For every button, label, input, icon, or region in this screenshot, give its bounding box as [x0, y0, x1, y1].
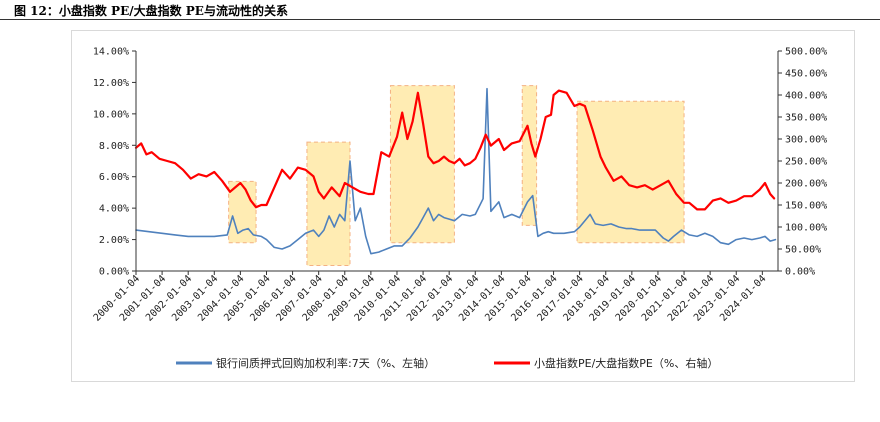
- y-left-tick-label: 6.00%: [99, 172, 129, 183]
- y-left-tick-label: 2.00%: [99, 235, 129, 246]
- chart-frame: [71, 30, 855, 382]
- y-left-tick-label: 8.00%: [99, 141, 129, 152]
- pe-ratio-line: [134, 89, 776, 211]
- series-repo-rate: [135, 87, 777, 255]
- legend-label-pe-ratio: 小盘指数PE/大盘指数PE（%、右轴）: [534, 356, 718, 370]
- y-right-tick-label: 100.00%: [785, 223, 827, 234]
- y-left-tick-label: 10.00%: [93, 109, 129, 120]
- series-pe-ratio: [134, 89, 776, 211]
- legend-label-repo-rate: 银行间质押式回购加权利率:7天（%、左轴）: [216, 356, 435, 370]
- highlight-regions: [228, 85, 685, 266]
- y-left-tick-label: 14.00%: [93, 47, 129, 58]
- repo-rate-line: [135, 87, 777, 255]
- y-right-tick-label: 350.00%: [785, 113, 827, 124]
- y-right-tick-label: 150.00%: [785, 201, 827, 212]
- y-right-tick-label: 50.00%: [785, 245, 821, 256]
- title-rule: [0, 19, 880, 20]
- highlight-region-5: [576, 100, 685, 244]
- figure-title: 图 12：小盘指数 PE/大盘指数 PE与流动性的关系: [14, 4, 288, 18]
- highlight-region-2: [306, 141, 351, 266]
- legend: 银行间质押式回购加权利率:7天（%、左轴） 小盘指数PE/大盘指数PE（%、右轴）: [176, 356, 718, 370]
- y-left-tick-label: 0.00%: [99, 267, 129, 278]
- y-right-tick-label: 300.00%: [785, 135, 827, 146]
- y-right-tick-label: 250.00%: [785, 157, 827, 168]
- y-left-tick-label: 12.00%: [93, 78, 129, 89]
- y-right-tick-label: 200.00%: [785, 179, 827, 190]
- y-right-tick-label: 450.00%: [785, 69, 827, 80]
- y-right-tick-label: 400.00%: [785, 91, 827, 102]
- axes: 0.00% 2.00% 4.00% 6.00% 8.00% 10.00% 12.00% 14.…: [92, 47, 827, 324]
- y-right-tick-label: 0.00%: [785, 267, 815, 278]
- y-left-tick-label: 4.00%: [99, 204, 129, 215]
- y-right-tick-label: 500.00%: [785, 47, 827, 58]
